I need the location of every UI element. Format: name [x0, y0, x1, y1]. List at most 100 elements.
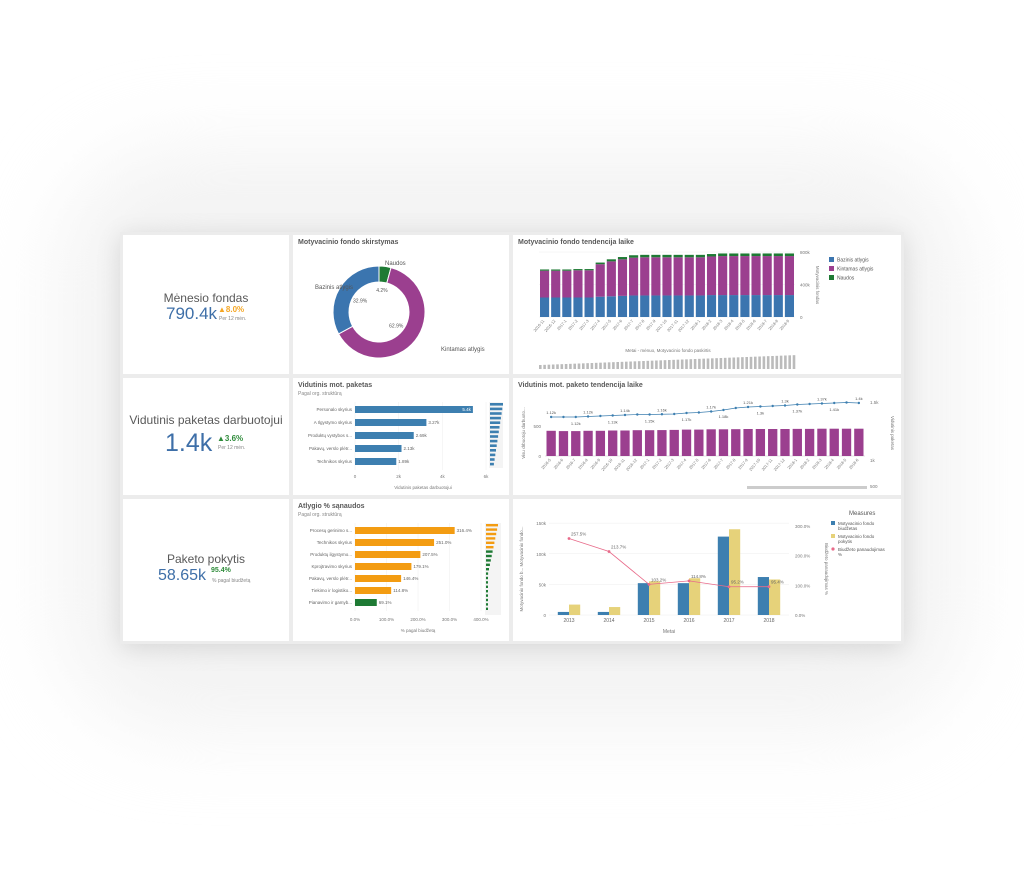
- tick-label: 2k: [396, 474, 402, 479]
- scroll-mini-bar: [719, 358, 723, 369]
- bar-segment: [773, 253, 783, 257]
- data-label: 1.37k: [817, 397, 827, 402]
- kpi-value: 1.4k: [165, 429, 213, 457]
- scroll-mini-bar: [676, 359, 680, 369]
- bar-segment: [718, 256, 728, 296]
- bar-segment: [584, 270, 594, 298]
- scroll-mini-bar: [490, 416, 501, 420]
- scroll-mini-bar: [723, 357, 727, 369]
- scroll-mini-bar: [486, 554, 492, 558]
- scroll-mini-bar: [792, 355, 796, 369]
- line-point: [833, 401, 836, 405]
- tick-label: 2017-4: [589, 318, 601, 331]
- bar-segment: [784, 253, 794, 257]
- scroll-mini-bar: [766, 356, 770, 369]
- bar: [817, 428, 827, 456]
- bar: [681, 429, 692, 456]
- tick-label: 2018-1: [786, 457, 798, 470]
- bar-segment: [718, 253, 728, 257]
- data-label: 3.27k: [428, 420, 440, 425]
- line-point: [648, 413, 651, 416]
- cost-tile[interactable]: Atlygio % sąnaudos Pagal org. struktūrą …: [293, 499, 509, 641]
- scroll-mini-bar: [582, 363, 585, 369]
- bar: [780, 429, 790, 456]
- bar-segment: [540, 270, 550, 298]
- line-point: [636, 413, 639, 416]
- data-label: 1.13k: [608, 420, 618, 425]
- scroll-mini-bar: [564, 364, 568, 369]
- scroll-mini-bar: [590, 363, 594, 369]
- tick-label: 2017: [723, 618, 734, 624]
- trend-tile[interactable]: Motyvacinio fondo tendencija laike 0 400k…: [513, 235, 901, 374]
- bar-segment: [740, 295, 750, 317]
- legend-label: Naudos: [837, 276, 855, 282]
- bar: [649, 581, 661, 615]
- scroll-mini-bar: [486, 598, 488, 602]
- scroll-mini-bar: [486, 559, 491, 562]
- scroll-mini-bar: [749, 356, 753, 369]
- data-label: 69.1%: [379, 600, 392, 605]
- scroll-mini-bar: [788, 355, 791, 369]
- tick-label: 2018-7: [756, 318, 768, 331]
- category-label: Produktų vystybos s...: [308, 433, 352, 438]
- bar: [841, 428, 852, 456]
- bar: [757, 577, 769, 615]
- tick-label: 2018-8: [767, 318, 779, 331]
- kpi-delta: 95.4%: [211, 567, 231, 574]
- tick-label: 2018-4: [823, 457, 835, 470]
- donut-slice: [332, 265, 380, 335]
- scroll-mini-bar: [486, 607, 488, 610]
- bar: [569, 604, 581, 615]
- kpi-package-change[interactable]: Paketo pokytis 58.65k 95.4% % pagal biud…: [123, 499, 289, 641]
- bar-segment: [573, 269, 583, 271]
- data-label: 316.4%: [457, 528, 472, 533]
- line-point: [660, 413, 664, 416]
- bar-segment: [562, 269, 572, 271]
- bar-segment: [640, 254, 650, 258]
- line-point: [746, 405, 750, 409]
- bar: [355, 445, 402, 452]
- data-label: 257.5%: [571, 532, 586, 537]
- legend-label: biudžetas: [838, 526, 858, 531]
- bar-segment: [629, 295, 639, 317]
- legend-swatch: [829, 275, 834, 280]
- scroll-mini-bar: [490, 444, 497, 447]
- scroll-mini-bar: [556, 364, 559, 369]
- bar: [583, 430, 593, 456]
- tick-label: 2013: [563, 618, 574, 624]
- chart-title: Motyvacinio fondo tendencija laike: [518, 239, 634, 246]
- scroll-mini-bar: [486, 541, 495, 544]
- data-label: 2.69k: [416, 433, 428, 438]
- kpi-monthly-fund[interactable]: Mėnesio fondas 790.4k ▲8.0% Per 12 mėn.: [123, 235, 289, 374]
- bar-segment: [684, 257, 694, 296]
- legend-label: %: [838, 552, 842, 557]
- category-label: Produktų ilgystymo...: [310, 552, 352, 557]
- bar: [355, 563, 412, 570]
- scroll-mini-bar: [490, 435, 499, 438]
- avg-package-tile[interactable]: Vidutinis mot. paketas Pagal org. strukt…: [293, 378, 509, 495]
- axis-title: Motyvacinis fondas: [815, 266, 820, 305]
- bar: [620, 430, 630, 456]
- bar-segment: [762, 253, 772, 257]
- scroll-mini-bar: [693, 359, 697, 369]
- scroll-mini-bar: [728, 357, 731, 369]
- budget-tile[interactable]: 0 50k 100k 150k 0.0% 100.0% 200.0% 300.0% 2013 20…: [513, 499, 901, 641]
- category-label: Tiekimo ir logistiko...: [311, 588, 352, 593]
- tick-label: 2018-2: [700, 318, 712, 331]
- tick-label: 2017-1: [639, 457, 651, 470]
- category-label: Pakavų, verslo plėtr...: [309, 446, 352, 451]
- bar: [792, 428, 802, 456]
- bar-segment: [584, 269, 594, 271]
- bar-segment: [762, 295, 772, 317]
- tick-label: 2017-5: [600, 318, 612, 331]
- donut-tile[interactable]: Motyvacinio fondo skirstymas 4.2% 62.9% 32…: [293, 235, 509, 374]
- tick-label: 2018-5: [835, 457, 847, 470]
- kpi-value: 790.4k: [166, 304, 218, 323]
- bar-segment: [629, 257, 639, 296]
- tick-label: 0: [543, 613, 546, 618]
- kpi-avg-package[interactable]: Vidutinis paketas darbuotojui 1.4k ▲3.6%…: [123, 378, 289, 495]
- bar: [637, 583, 649, 615]
- tick-label: 0.0%: [795, 613, 805, 618]
- avg-trend-tile[interactable]: Vidutinis mot. paketo tendencija laike 0…: [513, 378, 901, 495]
- bar-segment: [729, 253, 739, 257]
